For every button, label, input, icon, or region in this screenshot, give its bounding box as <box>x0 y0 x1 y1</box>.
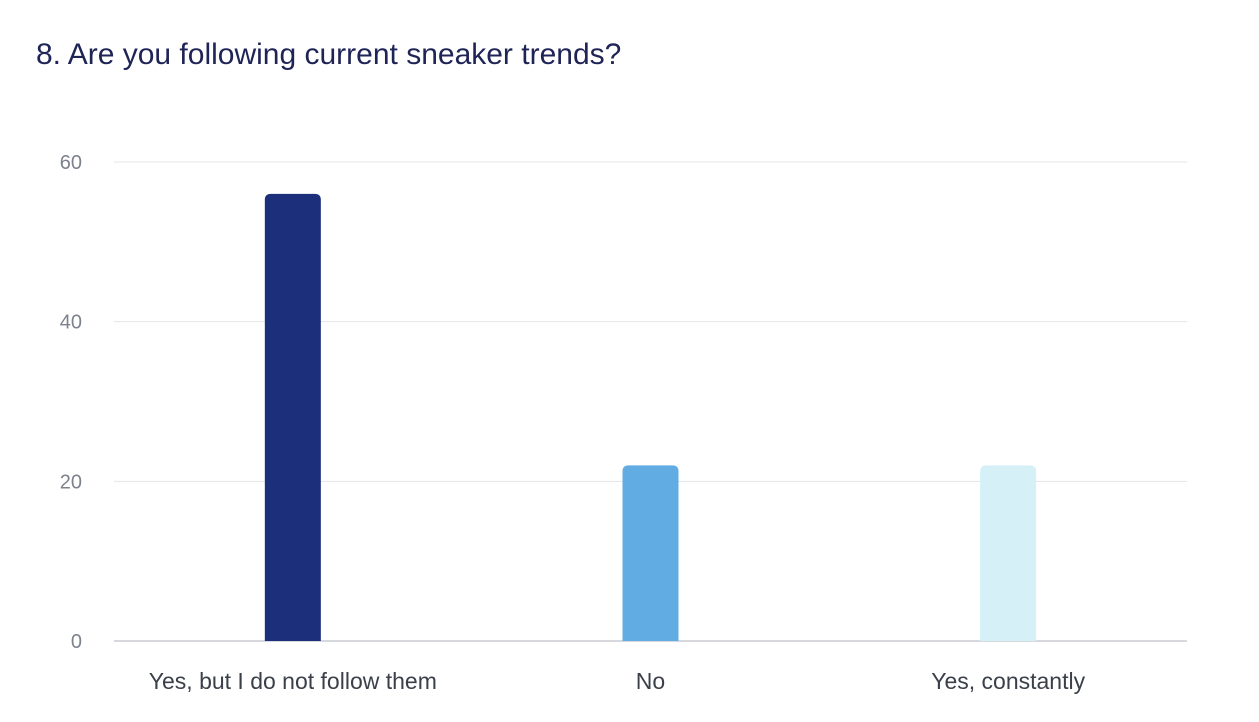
y-tick-label: 0 <box>71 631 82 653</box>
y-axis-ticks: 0 20 40 60 <box>60 152 82 653</box>
x-category-label: Yes, constantly <box>931 668 1085 694</box>
y-tick-label: 20 <box>60 471 82 493</box>
y-tick-label: 40 <box>60 312 82 334</box>
y-tick-label: 60 <box>60 152 82 174</box>
bar-1[interactable] <box>264 193 321 641</box>
bar-2[interactable] <box>622 465 679 641</box>
bars <box>264 193 1037 641</box>
x-category-label: Yes, but I do not follow them <box>149 668 437 694</box>
x-category-label: No <box>636 668 665 694</box>
x-axis-labels: Yes, but I do not follow them No Yes, cons… <box>149 668 1086 694</box>
chart-title: 8. Are you following current sneaker tre… <box>36 38 622 71</box>
bar-3[interactable] <box>980 465 1037 641</box>
